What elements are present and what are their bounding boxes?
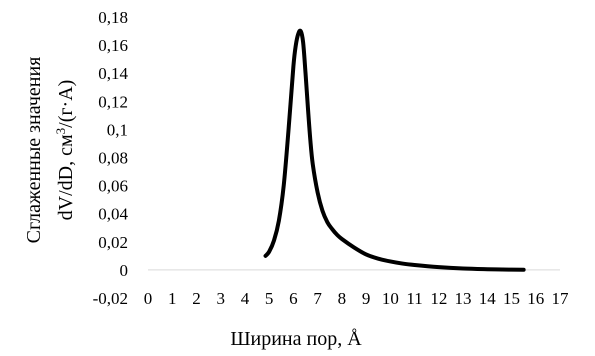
y-axis-title-line2-sup: 3 [53, 128, 68, 135]
x-tick-label: 8 [338, 289, 347, 308]
x-tick-label: 14 [479, 289, 497, 308]
y-axis-title-line2-prefix: dV/dD, см [55, 134, 77, 220]
x-tick-label: 10 [382, 289, 399, 308]
y-tick-label: 0,1 [107, 120, 128, 139]
y-tick-label: 0,06 [98, 177, 128, 196]
x-tick-label: 5 [265, 289, 274, 308]
y-axis-title-line2: dV/dD, см3/(г·A) [53, 80, 78, 221]
y-axis-title-line1: Сглаженные значения [23, 57, 45, 244]
x-axis-title: Ширина пор, Å [230, 328, 362, 350]
y-axis-title-line2-suffix: /(г·A) [55, 80, 77, 128]
x-tick-label: 3 [216, 289, 225, 308]
x-tick-label: 13 [455, 289, 472, 308]
y-tick-label: -0,02 [93, 289, 128, 308]
x-tick-label: 7 [313, 289, 322, 308]
x-tick-label: 12 [430, 289, 447, 308]
y-tick-label: 0,16 [98, 36, 128, 55]
x-tick-label: 15 [503, 289, 520, 308]
x-tick-label: 9 [362, 289, 371, 308]
x-tick-label: 0 [144, 289, 153, 308]
x-tick-label: 6 [289, 289, 298, 308]
series-line [263, 28, 526, 272]
y-tick-label: 0,02 [98, 233, 128, 252]
x-tick-labels: 0 1 2 3 4 5 6 7 8 9 10 11 12 13 14 15 16 17 [144, 289, 569, 308]
x-tick-label: 2 [192, 289, 201, 308]
y-tick-label: 0,08 [98, 149, 128, 168]
y-tick-label: 0,18 [98, 8, 128, 27]
x-tick-label: 11 [406, 289, 422, 308]
y-tick-label: 0,04 [98, 205, 128, 224]
y-tick-label: 0,14 [98, 64, 128, 83]
x-tick-label: 1 [168, 289, 177, 308]
x-tick-label: 4 [241, 289, 250, 308]
y-tick-label: 0,12 [98, 92, 128, 111]
y-tick-label: 0 [120, 261, 129, 280]
x-tick-label: 17 [552, 289, 570, 308]
y-tick-labels: -0,02 0 0,02 0,04 0,06 0,08 0,1 0,12 0,14 0,16 0,1… [93, 8, 129, 308]
x-tick-label: 16 [527, 289, 544, 308]
